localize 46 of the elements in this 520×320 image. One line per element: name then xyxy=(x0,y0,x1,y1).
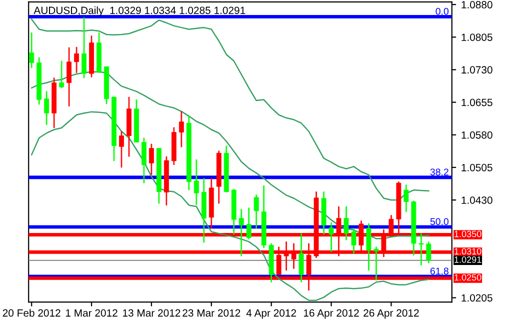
ref-line-label: 1.0250 xyxy=(454,274,482,281)
candlestick xyxy=(351,228,356,254)
line-series xyxy=(30,111,430,301)
x-tick-label: 26 Apr 2012 xyxy=(364,309,419,319)
ref-line-label: 1.0350 xyxy=(454,230,482,238)
candlestick xyxy=(321,192,326,235)
annotation: 61.8 xyxy=(430,268,448,275)
candlestick xyxy=(418,233,424,266)
x-tick-label: 23 Mar 2012 xyxy=(182,309,240,317)
candlestick xyxy=(328,222,334,252)
y-tick-label: 1.0205 xyxy=(462,294,492,302)
x-tick-label: 4 Apr 2012 xyxy=(246,309,296,319)
x-tick-label: 20 Feb 2012 xyxy=(2,309,60,317)
ref-line-label: 1.0291 xyxy=(454,256,482,263)
line-series xyxy=(30,71,430,240)
x-tick-label: 13 Mar 2012 xyxy=(123,309,180,317)
chart-title: AUDUSD,Daily 1.0329 1.0334 1.0285 1.0291 xyxy=(34,6,246,16)
annotation: 50.0 xyxy=(430,218,449,226)
y-tick-label: 1.0430 xyxy=(462,196,492,204)
x-tick-label: 1 Mar 2012 xyxy=(66,309,118,317)
candlestick xyxy=(194,159,199,205)
candlestick xyxy=(29,32,34,68)
candlestick xyxy=(119,131,124,168)
y-tick-label: 1.0505 xyxy=(462,164,492,172)
candlestick xyxy=(238,208,244,256)
y-tick-label: 1.0580 xyxy=(462,131,492,139)
annotation: 38.2 xyxy=(430,168,448,176)
candlestick xyxy=(404,184,409,212)
ref-line-label: 1.0310 xyxy=(454,248,482,255)
candlestick xyxy=(74,46,80,73)
candlestick xyxy=(59,60,64,88)
line-series xyxy=(30,18,430,201)
annotation: 0.0 xyxy=(436,8,449,15)
candlestick xyxy=(298,233,304,282)
candlestick xyxy=(366,223,372,271)
candlestick xyxy=(82,17,86,78)
x-tick-label: 16 Apr 2012 xyxy=(304,309,359,319)
candlestick xyxy=(178,111,184,148)
y-tick-label: 1.0655 xyxy=(462,98,492,106)
candlestick xyxy=(344,206,349,240)
candlestick xyxy=(374,246,379,281)
y-tick-label: 1.0805 xyxy=(462,34,492,41)
candlestick xyxy=(66,47,72,106)
y-tick-label: 1.0730 xyxy=(462,66,492,74)
y-tick-label: 1.0880 xyxy=(462,1,492,8)
candlestick xyxy=(126,96,132,157)
